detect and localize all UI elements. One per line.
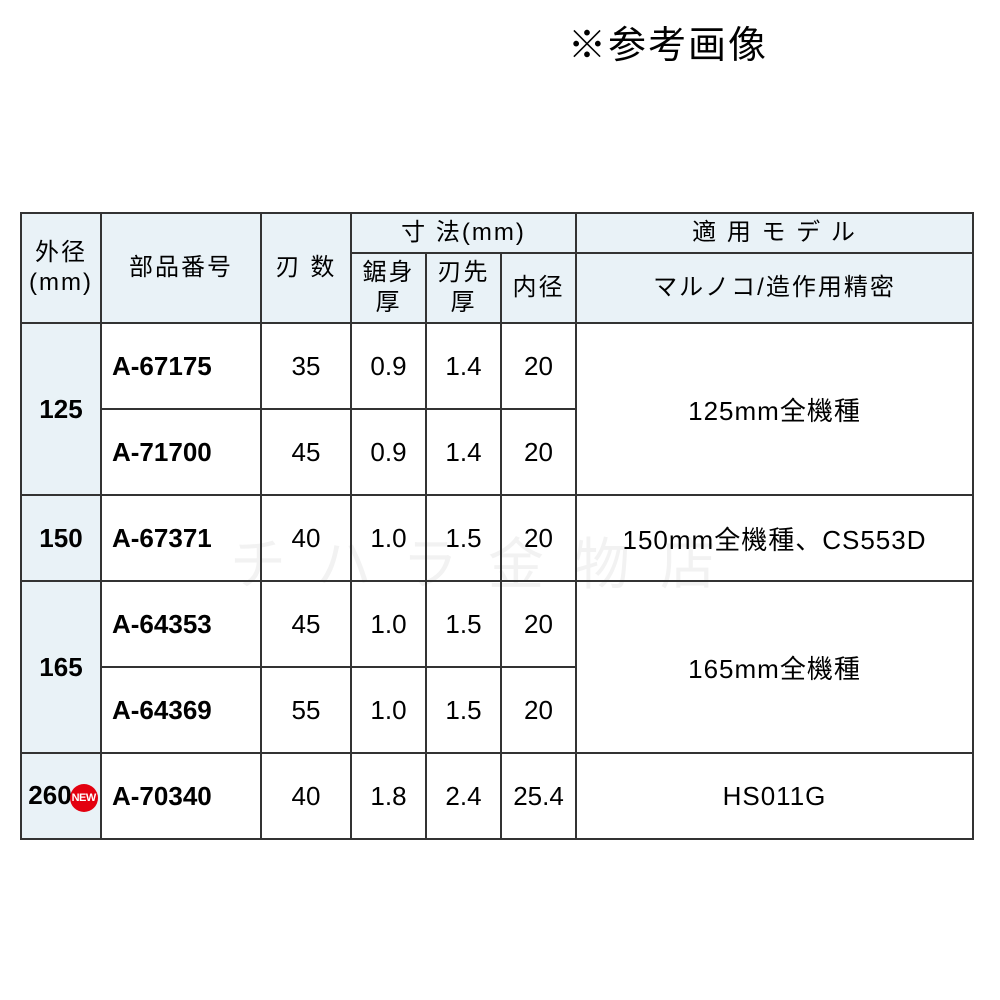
cell-model: HS011G <box>576 753 973 839</box>
reference-note: ※参考画像 <box>568 14 768 69</box>
cell-body: 1.0 <box>351 495 426 581</box>
header-part: 部品番号 <box>101 213 261 323</box>
cell-diameter: 125 <box>21 323 101 495</box>
diameter-value: 260 <box>28 780 71 810</box>
header-bore: 内径 <box>501 253 576 323</box>
cell-part: A-64353 <box>101 581 261 667</box>
header-diameter-l1: 外径 <box>35 239 87 266</box>
header-diameter-l2: (mm) <box>29 269 93 296</box>
cell-body: 0.9 <box>351 323 426 409</box>
cell-tip: 1.5 <box>426 667 501 753</box>
header-model-l1: 適 用 モ デ ル <box>576 213 973 253</box>
table-row: 165 A-64353 45 1.0 1.5 20 165mm全機種 <box>21 581 973 667</box>
cell-diameter: 150 <box>21 495 101 581</box>
new-badge-icon: NEW <box>70 784 98 812</box>
cell-part: A-67175 <box>101 323 261 409</box>
table-row: 260NEW A-70340 40 1.8 2.4 25.4 HS011G <box>21 753 973 839</box>
cell-teeth: 55 <box>261 667 351 753</box>
cell-body: 1.0 <box>351 667 426 753</box>
cell-tip: 1.5 <box>426 495 501 581</box>
cell-teeth: 45 <box>261 581 351 667</box>
cell-tip: 1.4 <box>426 409 501 495</box>
cell-model: 125mm全機種 <box>576 323 973 495</box>
table-header: 外径 (mm) 部品番号 刃 数 寸 法(mm) 適 用 モ デ ル 鋸身厚 刃… <box>21 213 973 323</box>
cell-diameter: 165 <box>21 581 101 753</box>
cell-part: A-71700 <box>101 409 261 495</box>
cell-bore: 20 <box>501 495 576 581</box>
cell-body: 1.0 <box>351 581 426 667</box>
header-model-l2: マルノコ/造作用精密 <box>576 253 973 323</box>
cell-model: 150mm全機種、CS553D <box>576 495 973 581</box>
cell-tip: 1.4 <box>426 323 501 409</box>
cell-bore: 20 <box>501 581 576 667</box>
header-body-thickness: 鋸身厚 <box>351 253 426 323</box>
cell-part: A-70340 <box>101 753 261 839</box>
cell-part: A-67371 <box>101 495 261 581</box>
cell-tip: 1.5 <box>426 581 501 667</box>
cell-teeth: 35 <box>261 323 351 409</box>
cell-bore: 20 <box>501 409 576 495</box>
cell-teeth: 45 <box>261 409 351 495</box>
cell-bore: 25.4 <box>501 753 576 839</box>
cell-bore: 20 <box>501 323 576 409</box>
table-row: 150 A-67371 40 1.0 1.5 20 150mm全機種、CS553… <box>21 495 973 581</box>
cell-bore: 20 <box>501 667 576 753</box>
cell-model: 165mm全機種 <box>576 581 973 753</box>
cell-diameter: 260NEW <box>21 753 101 839</box>
cell-teeth: 40 <box>261 495 351 581</box>
cell-body: 1.8 <box>351 753 426 839</box>
cell-teeth: 40 <box>261 753 351 839</box>
header-diameter: 外径 (mm) <box>21 213 101 323</box>
header-teeth: 刃 数 <box>261 213 351 323</box>
spec-table: 外径 (mm) 部品番号 刃 数 寸 法(mm) 適 用 モ デ ル 鋸身厚 刃… <box>20 212 974 840</box>
table-body: 125 A-67175 35 0.9 1.4 20 125mm全機種 A-717… <box>21 323 973 839</box>
header-dims: 寸 法(mm) <box>351 213 576 253</box>
cell-body: 0.9 <box>351 409 426 495</box>
cell-part: A-64369 <box>101 667 261 753</box>
table-row: 125 A-67175 35 0.9 1.4 20 125mm全機種 <box>21 323 973 409</box>
cell-tip: 2.4 <box>426 753 501 839</box>
header-tip-thickness: 刃先厚 <box>426 253 501 323</box>
